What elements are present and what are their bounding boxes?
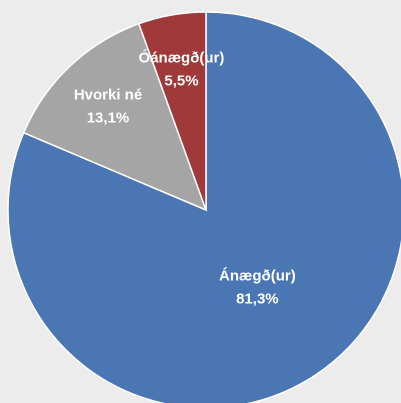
slice-label: Óánægð(ur) xyxy=(139,49,225,67)
slice-label: Ánægð(ur) xyxy=(219,268,296,285)
pie-slice xyxy=(137,11,207,211)
pie-slice xyxy=(7,11,401,403)
slice-label: Hvorki né xyxy=(74,86,142,103)
slice-value-label: 5,5% xyxy=(164,73,198,90)
pie-slice xyxy=(22,22,208,212)
slice-value-label: 81,3% xyxy=(236,291,279,308)
slice-value-label: 13,1% xyxy=(87,109,130,126)
